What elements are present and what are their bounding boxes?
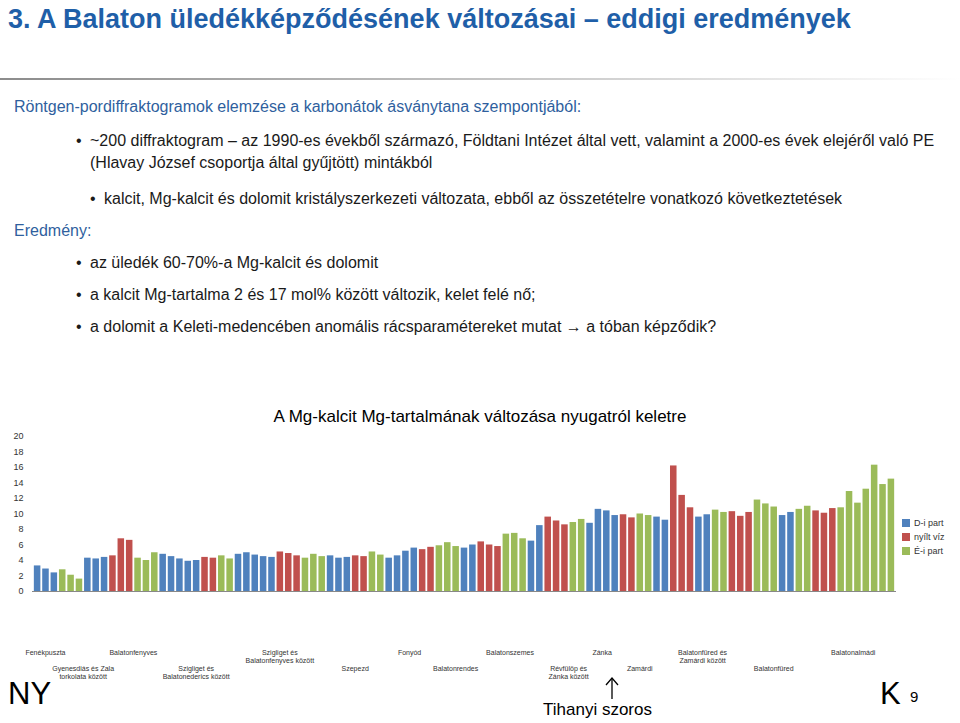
html-text:D-i part: D-i part (914, 518, 944, 528)
svg-text:Balatonfüred: Balatonfüred (754, 665, 794, 672)
html-text:nyílt víz: nyílt víz (914, 532, 945, 542)
html-text:a kalcit Mg-tartalma 2 és 17 m: a kalcit Mg-tartalma 2 és 17 mol% között… (90, 286, 536, 303)
svg-text:Gyenesdiás és Zalatorkolata kö: Gyenesdiás és Zalatorkolata között (52, 665, 114, 680)
svg-text:0: 0 (18, 586, 23, 596)
svg-text:2: 2 (18, 571, 23, 581)
html-text:~200 diffraktogram – az 1990-e: ~200 diffraktogram – az 1990-es évekből … (90, 132, 935, 171)
html-text:Röntgen-pordiffraktogramok ele: Röntgen-pordiffraktogramok elemzése a ka… (14, 98, 582, 115)
svg-text:8: 8 (18, 524, 23, 534)
html-text:Tihanyi szoros: Tihanyi szoros (543, 700, 652, 719)
html-text:A Mg-kalcit Mg-tartalmának vál: A Mg-kalcit Mg-tartalmának változása nyu… (273, 407, 687, 426)
svg-text:Szigliget ésBalatonederics köz: Szigliget ésBalatonederics között (163, 665, 230, 680)
svg-text:Balatonszemes: Balatonszemes (486, 649, 534, 656)
html-text:az üledék 60-70%-a Mg-kalcit é: az üledék 60-70%-a Mg-kalcit és dolomit (90, 254, 379, 271)
html-text:É-i part: É-i part (914, 546, 943, 556)
html-text:Eredmény:: Eredmény: (14, 222, 92, 239)
svg-text:Balatonrendes: Balatonrendes (433, 665, 479, 672)
svg-text:Révfülöp ésZánka között: Révfülöp ésZánka között (549, 665, 589, 680)
svg-text:Balatonfenyves: Balatonfenyves (109, 649, 157, 657)
svg-text:Balatonfüred ésZamárdi között: Balatonfüred ésZamárdi között (678, 649, 728, 664)
html-text:9: 9 (910, 688, 919, 705)
svg-text:Szigliget ésBalatonfenyves köz: Szigliget ésBalatonfenyves között (246, 649, 315, 665)
html-text:kalcit, Mg-kalcit és dolomit k: kalcit, Mg-kalcit és dolomit kristálysze… (104, 190, 843, 207)
svg-text:Fenékpuszta: Fenékpuszta (25, 649, 65, 657)
html-text:3. A Balaton üledékképződéséne: 3. A Balaton üledékképződésének változás… (8, 4, 851, 34)
svg-text:6: 6 (18, 540, 23, 550)
svg-text:12: 12 (13, 493, 23, 503)
svg-text:18: 18 (13, 447, 23, 457)
html-text:a dolomit a Keleti-medencében: a dolomit a Keleti-medencében anomális r… (90, 318, 717, 335)
svg-text:Szepezd: Szepezd (342, 665, 369, 673)
svg-text:Zánka: Zánka (592, 649, 612, 656)
html-text:K: K (880, 676, 901, 711)
svg-text:Zamárdi: Zamárdi (627, 665, 653, 672)
svg-text:14: 14 (13, 478, 23, 488)
svg-text:4: 4 (18, 555, 23, 565)
svg-text:Fonyód: Fonyód (398, 649, 421, 657)
html-text:NY: NY (8, 676, 52, 711)
svg-text:Balatonalmádi: Balatonalmádi (831, 649, 876, 656)
svg-text:20: 20 (13, 431, 23, 441)
svg-text:16: 16 (13, 462, 23, 472)
svg-text:10: 10 (13, 509, 23, 519)
